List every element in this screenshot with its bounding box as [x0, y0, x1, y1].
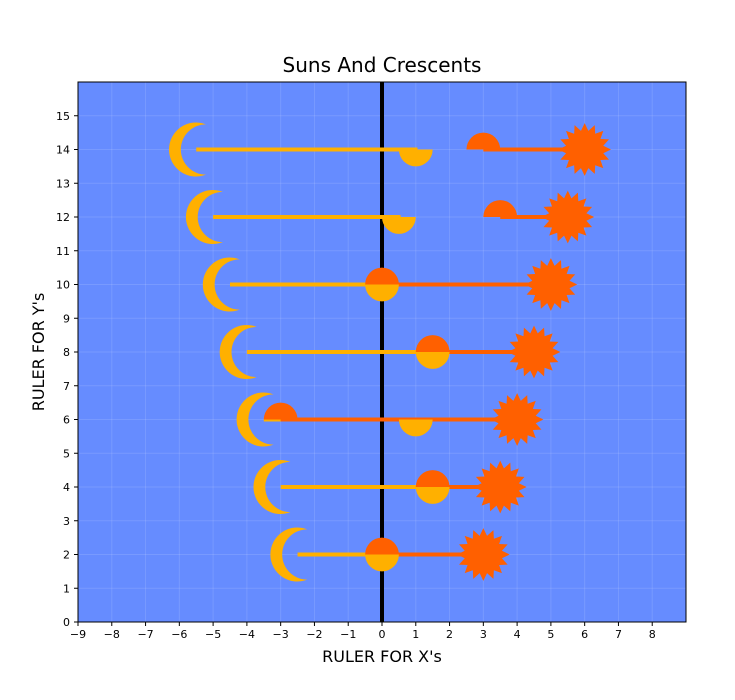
sun-marker	[490, 393, 544, 446]
crescent-marker	[253, 460, 291, 515]
x-tick-label: 3	[480, 628, 487, 641]
x-tick-label: −4	[239, 628, 255, 641]
y-tick-label: 1	[63, 582, 70, 595]
x-tick-label: 4	[514, 628, 521, 641]
x-tick-label: 7	[615, 628, 622, 641]
x-tick-label: −2	[306, 628, 322, 641]
crescent-marker	[185, 190, 223, 245]
y-tick-label: 14	[56, 144, 70, 157]
crescent-marker	[202, 257, 240, 312]
y-tick-label: 15	[56, 110, 70, 123]
crescent-marker	[236, 392, 274, 447]
x-tick-label: −8	[104, 628, 120, 641]
upper-half-disc-marker	[415, 335, 450, 352]
x-tick-label: 2	[446, 628, 453, 641]
plot-area: −9 −8 −7 −6 −5 −4 −3 −2 −1 0 1 2 3 4 5 6 7 80123456789101…	[56, 81, 687, 641]
upper-half-disc-marker	[483, 200, 518, 217]
crescent-marker	[169, 122, 206, 177]
y-tick-label: 7	[63, 380, 70, 393]
upper-half-disc-marker	[263, 402, 298, 420]
x-tick-label: 0	[379, 628, 386, 641]
upper-half-disc-marker	[365, 267, 399, 285]
lower-half-disc-marker	[415, 352, 450, 369]
y-tick-label: 10	[56, 279, 70, 292]
sun-marker	[473, 460, 527, 514]
lower-half-disc-marker	[365, 284, 399, 302]
x-tick-label: 8	[649, 628, 656, 641]
crescent-marker	[219, 324, 257, 380]
x-tick-label: −7	[137, 628, 153, 641]
x-tick-label: −1	[340, 628, 356, 641]
sun-marker	[524, 258, 578, 311]
sun-marker	[507, 325, 561, 379]
sun-marker	[457, 528, 510, 581]
y-tick-label: 5	[63, 447, 70, 460]
sun-marker	[558, 123, 611, 176]
lower-half-disc-marker	[415, 487, 450, 504]
y-tick-label: 6	[63, 414, 70, 427]
y-tick-label: 12	[56, 211, 70, 224]
x-tick-label: 5	[547, 628, 554, 641]
x-tick-label: −3	[273, 628, 289, 641]
y-tick-label: 8	[63, 346, 70, 359]
x-tick-label: −9	[70, 628, 86, 641]
y-tick-label: 2	[63, 549, 70, 562]
y-tick-label: 9	[63, 312, 70, 325]
y-tick-label: 3	[63, 515, 70, 528]
x-tick-label: 6	[581, 628, 588, 641]
x-tick-label: −5	[205, 628, 221, 641]
lower-half-disc-marker	[382, 217, 416, 234]
y-tick-label: 11	[56, 245, 70, 258]
lower-half-disc-marker	[365, 554, 399, 572]
y-tick-label: 0	[63, 616, 70, 629]
sun-marker	[541, 190, 595, 244]
upper-half-disc-marker	[415, 470, 450, 487]
upper-half-disc-marker	[466, 132, 501, 150]
x-tick-label: 1	[412, 628, 419, 641]
x-axis-title: RULER FOR X's	[322, 647, 442, 666]
crescent-marker	[270, 527, 308, 582]
y-axis-title: RULER FOR Y's	[29, 293, 48, 412]
x-tick-label: −6	[171, 628, 187, 641]
chart-title: Suns And Crescents	[283, 53, 482, 77]
lower-half-disc-marker	[398, 419, 433, 437]
y-tick-label: 13	[56, 177, 70, 190]
lower-half-disc-marker	[398, 149, 433, 167]
upper-half-disc-marker	[365, 537, 399, 555]
y-tick-label: 4	[63, 481, 70, 494]
